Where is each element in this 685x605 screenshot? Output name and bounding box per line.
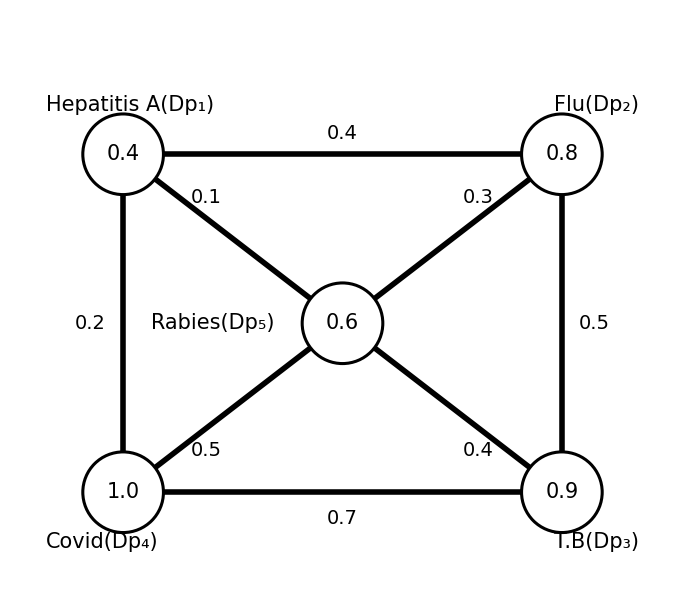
Text: 0.4: 0.4: [463, 441, 494, 460]
Text: Covid(Dp₄): Covid(Dp₄): [46, 532, 159, 552]
Circle shape: [521, 452, 602, 532]
Text: 0.7: 0.7: [327, 509, 358, 528]
Text: 0.8: 0.8: [545, 144, 578, 165]
Text: 0.2: 0.2: [75, 314, 106, 333]
Circle shape: [302, 283, 383, 364]
Circle shape: [83, 452, 164, 532]
Circle shape: [83, 114, 164, 195]
Text: 0.3: 0.3: [463, 188, 494, 208]
Text: 0.6: 0.6: [326, 313, 359, 333]
Circle shape: [521, 114, 602, 195]
Text: 0.4: 0.4: [107, 144, 140, 165]
Text: 0.1: 0.1: [191, 188, 222, 208]
Text: Rabies(Dp₅): Rabies(Dp₅): [151, 313, 274, 333]
Text: 0.5: 0.5: [191, 441, 222, 460]
Text: Hepatitis A(Dp₁): Hepatitis A(Dp₁): [46, 95, 214, 115]
Text: T.B(Dp₃): T.B(Dp₃): [554, 532, 639, 552]
Text: 1.0: 1.0: [107, 482, 140, 502]
Text: 0.5: 0.5: [579, 314, 610, 333]
Text: Flu(Dp₂): Flu(Dp₂): [554, 95, 639, 115]
Text: 0.4: 0.4: [327, 124, 358, 143]
Text: 0.9: 0.9: [545, 482, 579, 502]
